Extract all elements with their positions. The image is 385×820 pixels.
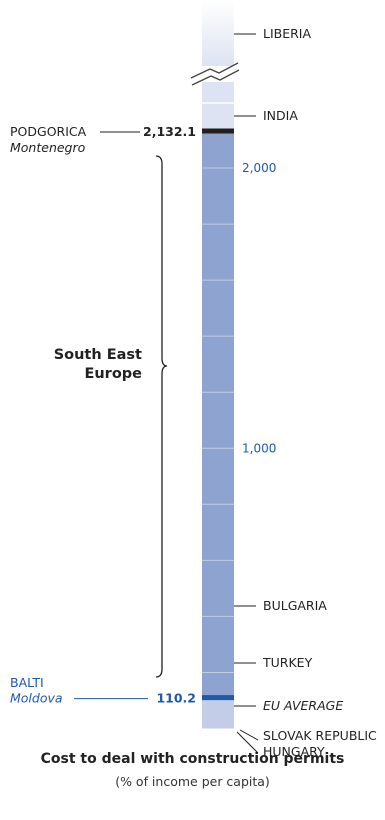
group-label-line: South East <box>54 347 142 363</box>
comparator-leader-hungary <box>236 731 259 754</box>
max-marker-label: PODGORICA <box>10 124 87 139</box>
comparator-label: INDIA <box>263 108 298 123</box>
bar-range-fill <box>202 131 234 698</box>
comparator-label: HUNGARY <box>263 744 325 759</box>
bar-upper-segment <box>202 0 234 66</box>
bar-lower-track <box>202 697 234 729</box>
comparator-label: BULGARIA <box>263 598 327 613</box>
comparator-label: EU AVERAGE <box>263 698 343 713</box>
comparator-label: LIBERIA <box>263 26 311 41</box>
max-marker-sublabel: Montenegro <box>10 140 86 155</box>
axis-break-upper-line <box>190 62 239 79</box>
axis-tick-label: 2,000 <box>242 161 276 175</box>
comparator-label: SLOVAK REPUBLIC <box>263 728 377 743</box>
max-marker-value: 2,132.1 <box>143 124 196 139</box>
chart-subtitle: (% of income per capita) <box>115 774 270 789</box>
axis-tick-label: 1,000 <box>242 441 276 455</box>
min-marker-value: 110.2 <box>156 691 196 706</box>
comparator-leader-slovak <box>239 729 259 741</box>
group-label-line: Europe <box>84 366 142 382</box>
comparator-label: TURKEY <box>262 655 313 670</box>
min-marker-sublabel: Moldova <box>10 691 63 706</box>
min-marker-label: BALTI <box>10 675 44 690</box>
max-marker <box>202 128 234 134</box>
group-brace <box>155 155 168 678</box>
min-marker <box>202 695 234 701</box>
chart-title: Cost to deal with construction permits <box>40 751 345 767</box>
bar-upper-segment-lower <box>202 82 234 131</box>
axis-break-lower-line <box>191 69 240 86</box>
